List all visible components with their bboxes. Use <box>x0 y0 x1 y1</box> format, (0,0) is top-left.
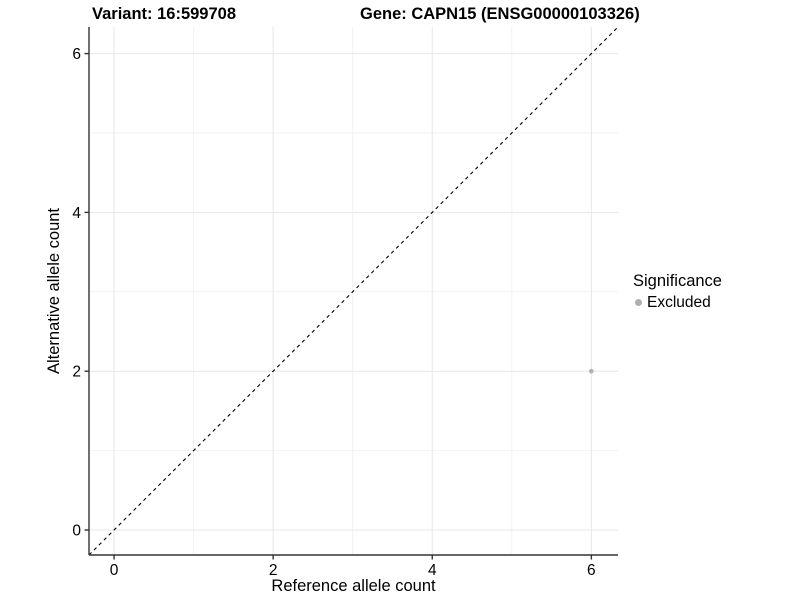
legend-key-dot <box>635 298 642 306</box>
x-tick-label: 6 <box>587 562 596 579</box>
x-tick-label: 2 <box>269 562 278 579</box>
data-point <box>589 368 594 374</box>
y-tick-label: 4 <box>72 205 81 222</box>
y-tick-label: 6 <box>72 46 81 63</box>
y-axis-title: Alternative allele count <box>45 207 64 375</box>
x-tick-label: 0 <box>110 562 119 579</box>
legend-item-label: Excluded <box>647 293 711 311</box>
legend: Significance Excluded <box>631 271 722 312</box>
y-tick-label: 2 <box>72 364 81 381</box>
y-tick-label: 0 <box>72 522 81 539</box>
legend-title: Significance <box>633 272 722 290</box>
identity-reference-line <box>88 26 619 556</box>
legend-item: Excluded <box>631 293 722 312</box>
x-tick-label: 4 <box>428 562 437 579</box>
plot-title-gene: Gene: CAPN15 (ENSG00000103326) <box>360 5 640 23</box>
x-axis-title: Reference allele count <box>271 577 436 595</box>
plot-title-variant: Variant: 16:599708 <box>92 5 237 23</box>
legend-items: Excluded <box>631 293 722 312</box>
